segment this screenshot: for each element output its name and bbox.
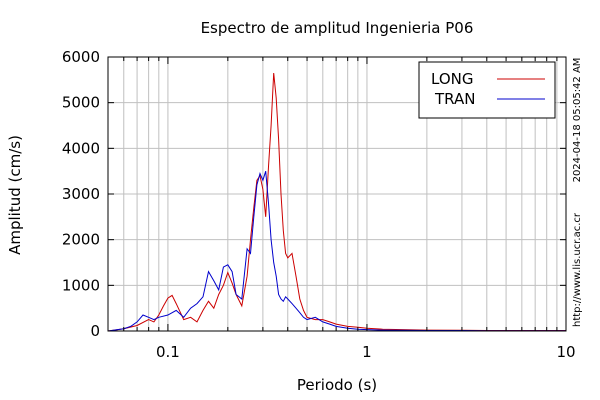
series-layer xyxy=(107,72,566,332)
y-tick-label: 3000 xyxy=(62,185,100,203)
series-line-tran xyxy=(107,171,566,332)
x-tick-label: 10 xyxy=(556,343,575,361)
y-tick-label: 2000 xyxy=(62,231,100,249)
y-axis-label: Amplitud (cm/s) xyxy=(6,135,24,255)
legend-label-tran: TRAN xyxy=(434,90,475,108)
legend: LONG TRAN xyxy=(418,61,556,119)
y-tick-label: 5000 xyxy=(62,94,100,112)
y-tick-label: 4000 xyxy=(62,139,100,157)
x-axis-label: Periodo (s) xyxy=(297,376,377,394)
y-tick-label: 6000 xyxy=(62,48,100,66)
x-tick-label: 1 xyxy=(362,343,372,361)
axis-ticks: 0 1000 2000 3000 4000 5000 6000 0.1 1 10 xyxy=(62,48,576,361)
x-tick-label: 0.1 xyxy=(156,343,180,361)
grid xyxy=(107,56,567,332)
y-tick-label: 0 xyxy=(90,322,100,340)
chart-title: Espectro de amplitud Ingenieria P06 xyxy=(201,19,474,37)
timestamp-text: 2024-04-18 05:05:42 AM xyxy=(572,58,583,183)
legend-box xyxy=(418,61,556,119)
series-line-long xyxy=(107,72,566,332)
website-url-text: http://www.lis.ucr.ac.cr xyxy=(572,212,583,327)
y-tick-label: 1000 xyxy=(62,276,100,294)
legend-label-long: LONG xyxy=(431,70,473,88)
